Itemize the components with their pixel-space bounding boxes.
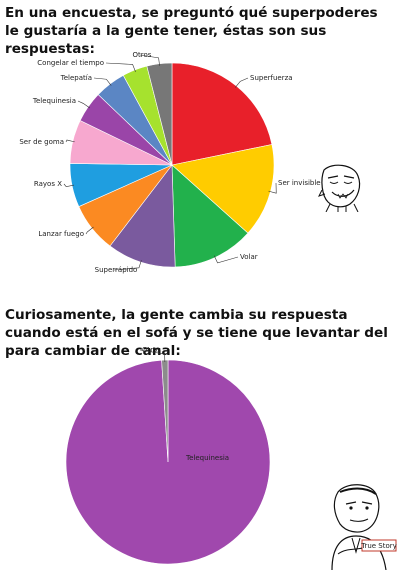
pie1-leader-congelar-el-tiempo xyxy=(105,62,136,72)
pie1-label-volar: Volar xyxy=(240,253,258,261)
true-story-badge-text: True Story xyxy=(360,542,397,550)
pie1-leader-superfuerza xyxy=(234,77,249,88)
true-story-meme: True Story xyxy=(331,484,397,570)
pie1-label-congelar-el-tiempo: Congelar el tiempo xyxy=(37,59,104,67)
troll-face-meme xyxy=(318,164,361,212)
pie2-leader-otros xyxy=(139,349,166,363)
pie1-label-superrapido: Superrápido xyxy=(95,266,138,274)
pie1-leader-lanzar-fuego xyxy=(85,226,94,235)
pie1-leader-telepatia xyxy=(93,77,112,86)
pie1-leader-telequinesia xyxy=(77,100,91,109)
pie1-leader-rayos-x xyxy=(63,183,75,188)
superpowers-pie-chart: Superfuerza Ser invisible Volar Superrápido… xyxy=(19,51,321,274)
pie1-leader-ser-de-goma xyxy=(65,139,75,143)
pie1-leader-volar xyxy=(213,255,239,264)
pie1-label-ser-invisible: Ser invisible xyxy=(278,179,321,187)
pie2-label-otros: Otros xyxy=(142,346,161,354)
pie1-label-superfuerza: Superfuerza xyxy=(250,74,293,82)
pie2-label-telequinesia: Telequinesia xyxy=(185,454,229,462)
pie1-label-lanzar-fuego: Lanzar fuego xyxy=(38,230,84,238)
page-heading-bottom: Curiosamente, la gente cambia su respues… xyxy=(5,307,388,359)
pie1-leader-superrapido xyxy=(113,260,142,271)
pie1-leader-ser-invisible xyxy=(268,182,277,194)
pie1-leader-otros xyxy=(139,54,160,66)
pie1-label-rayos-x: Rayos X xyxy=(34,180,62,188)
page-heading-top: En una encuesta, se preguntó qué superpo… xyxy=(5,5,378,57)
pie1-label-ser-de-goma: Ser de goma xyxy=(19,138,64,146)
pie1-label-telequinesia: Telequinesia xyxy=(32,97,76,105)
pie1-label-otros: Otros xyxy=(133,51,152,59)
pie1-label-telepatia: Telepatía xyxy=(60,74,92,82)
true-story-badge xyxy=(361,539,397,552)
